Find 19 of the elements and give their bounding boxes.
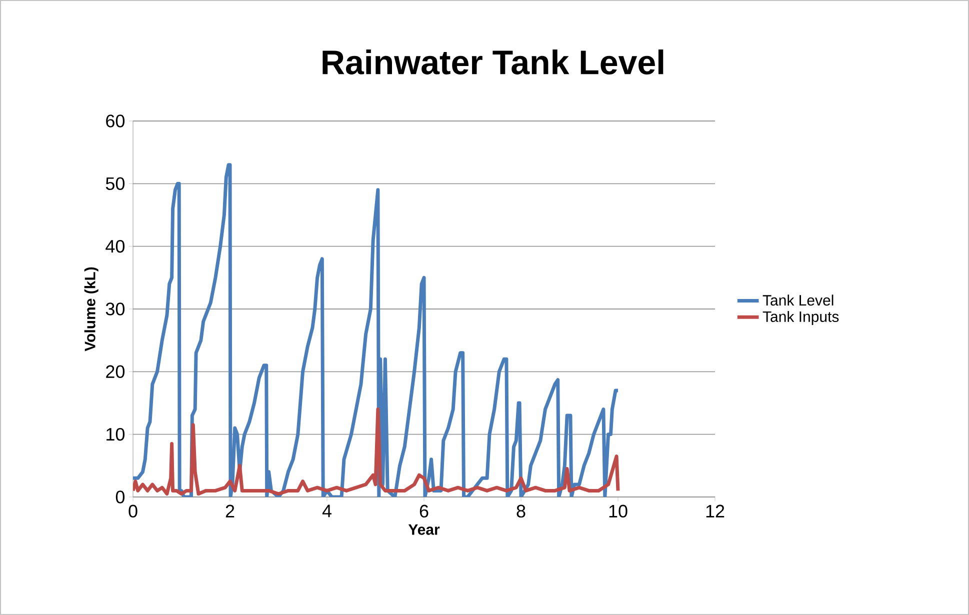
x-tick-label: 0: [128, 504, 138, 518]
x-axis-title: Year: [408, 524, 440, 535]
y-tick-label: 20: [106, 365, 125, 378]
x-tick-label: 12: [706, 504, 724, 518]
y-tick-label: 10: [106, 428, 125, 441]
x-tick-label: 10: [609, 504, 628, 518]
y-tick-label: 40: [106, 240, 125, 253]
y-tick-label: 0: [116, 490, 125, 504]
x-tick-label: 2: [226, 504, 234, 518]
chart-title: Rainwater Tank Level: [322, 50, 664, 74]
legend-label: Tank Inputs: [762, 310, 839, 325]
x-tick-label: 4: [322, 504, 332, 518]
y-tick-label: 30: [106, 302, 125, 316]
y-tick-label: 60: [106, 114, 125, 128]
legend-label: Tank Level: [762, 294, 834, 306]
y-axis-title: Volume (kL): [84, 267, 98, 352]
x-tick-label: 8: [516, 504, 526, 518]
y-tick-label: 50: [106, 177, 125, 190]
x-tick-label: 6: [420, 504, 428, 518]
